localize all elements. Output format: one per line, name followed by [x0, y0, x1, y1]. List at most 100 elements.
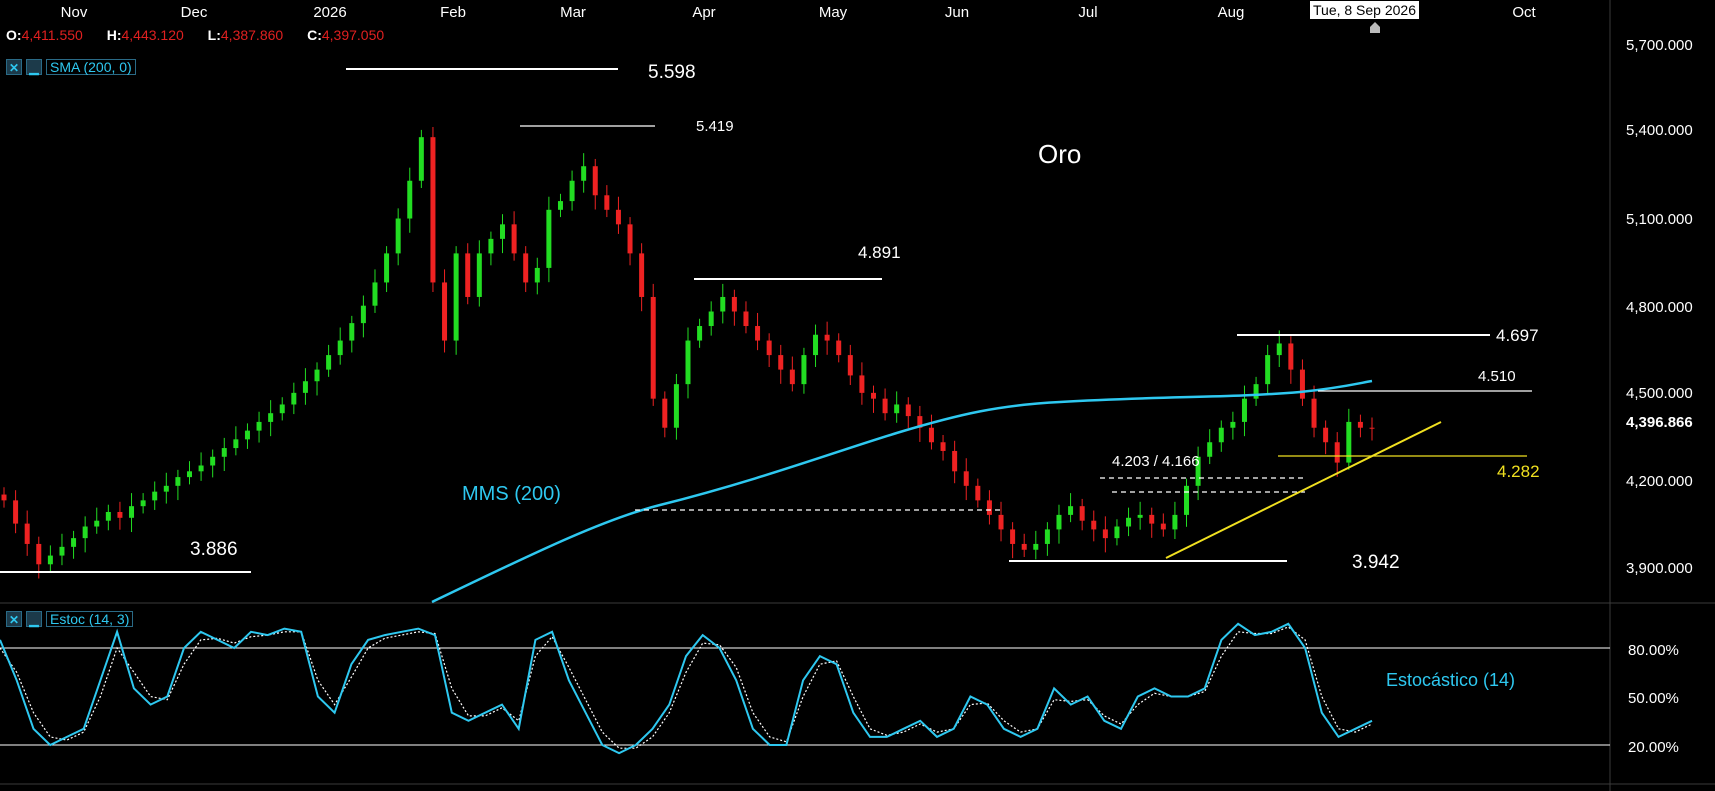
candle-body [175, 477, 181, 486]
candle-body [627, 224, 633, 254]
candle-body [1323, 427, 1329, 443]
candle-body [152, 491, 158, 501]
stoch-d-line [0, 626, 1373, 749]
candle-body [731, 296, 737, 312]
x-label-mar: Mar [560, 4, 586, 21]
label-5598: 5.598 [648, 62, 696, 83]
candle-body [870, 392, 876, 399]
candle-body [1230, 421, 1236, 428]
label-4510: 4.510 [1478, 368, 1516, 385]
candle-body [569, 180, 575, 202]
candle-body [36, 543, 42, 565]
candle-body [1299, 369, 1305, 399]
candle-body [13, 500, 19, 524]
candle-body [117, 511, 123, 518]
stoch-y-tick: 50.00% [1628, 690, 1679, 707]
x-label-feb: Feb [440, 4, 466, 21]
minimize-icon[interactable]: ▁ [26, 611, 42, 627]
candle-body [755, 326, 761, 341]
sma-indicator-name[interactable]: SMA (200, 0) [46, 59, 136, 75]
candle-body [1369, 427, 1375, 429]
candle-body [766, 340, 772, 356]
candle-body [453, 253, 459, 341]
candle-body [998, 514, 1004, 530]
label-4697: 4.697 [1496, 326, 1539, 345]
candle-body [685, 340, 691, 385]
candle-body [430, 137, 436, 283]
minimize-icon[interactable]: ▁ [26, 59, 42, 75]
candle-body [47, 555, 53, 565]
candle-body [395, 218, 401, 254]
candle-body [500, 224, 506, 239]
candle-body [963, 471, 969, 486]
candle-body [1033, 543, 1039, 550]
candle-body [1241, 398, 1247, 422]
candle-body [1126, 517, 1132, 527]
sma-indicator-legend: ✕ ▁ SMA (200, 0) [6, 58, 136, 76]
candle-body [279, 404, 285, 414]
candle-body [592, 166, 598, 196]
candle-body [1, 494, 7, 501]
candle-body [1102, 529, 1108, 539]
candle-body [882, 398, 888, 414]
candle-body [1021, 543, 1027, 550]
x-label-may: May [819, 4, 848, 21]
crosshair-marker-icon[interactable] [1370, 22, 1380, 33]
candle-body [557, 201, 563, 210]
stoch-y-tick: 80.00% [1628, 642, 1679, 659]
label-3886: 3.886 [190, 539, 238, 560]
stochastic-pane: 80.00% 50.00% 20.00% Estocástico (14) [0, 622, 1679, 756]
candle-body [1195, 456, 1201, 486]
candle-body [1137, 514, 1143, 518]
candle-body [94, 520, 100, 527]
x-label-aug: Aug [1218, 4, 1245, 21]
x-label-nov: Nov [61, 4, 88, 21]
candle-body [662, 398, 668, 428]
candle-body [847, 355, 853, 376]
candle-body [905, 404, 911, 417]
trendline-support [1165, 421, 1442, 559]
candle-body [210, 456, 216, 466]
candle-body [1149, 514, 1155, 524]
crosshair-date-tooltip: Tue, 8 Sep 2026 [1310, 1, 1420, 19]
candle-body [824, 334, 830, 341]
y-tick: 5,100.000 [1626, 211, 1693, 228]
candle-body [1068, 506, 1074, 515]
candle-body [384, 253, 390, 283]
candle-body [697, 326, 703, 341]
candle-body [1044, 529, 1050, 544]
candle-body [1218, 427, 1224, 443]
label-3942: 3.942 [1352, 552, 1400, 573]
stoch-indicator-name[interactable]: Estoc (14, 3) [46, 611, 134, 627]
candle-body [975, 485, 981, 501]
current-price-label: 4,396.866 [1626, 414, 1693, 431]
x-label-oct: Oct [1512, 4, 1536, 21]
candle-body [465, 253, 471, 297]
stoch-y-tick: 20.00% [1628, 739, 1679, 756]
stoch-indicator-legend: ✕ ▁ Estoc (14, 3) [6, 610, 134, 628]
candle-body [523, 253, 529, 283]
candle-body [233, 439, 239, 449]
candle-body [1056, 514, 1062, 530]
x-label-jul: Jul [1078, 4, 1097, 21]
candle-body [894, 404, 900, 414]
candle-body [813, 334, 819, 356]
candle-body [650, 296, 656, 399]
annotation-labels: 5.598 5.419 4.891 4.697 4.510 4.282 4.20… [190, 62, 1540, 573]
candle-body [986, 500, 992, 515]
candle-body [604, 195, 610, 210]
candle-body [581, 166, 587, 181]
candle-body [615, 209, 621, 225]
close-icon[interactable]: ✕ [6, 611, 22, 627]
candle-body [1357, 421, 1363, 428]
annotation-lines [0, 68, 1532, 573]
candle-body [360, 305, 366, 324]
yellow-lines [1165, 421, 1527, 559]
close-icon[interactable]: ✕ [6, 59, 22, 75]
candle-body [801, 355, 807, 385]
x-label-apr: Apr [692, 4, 715, 21]
candle-body [928, 427, 934, 443]
close-label: C: [307, 27, 322, 43]
